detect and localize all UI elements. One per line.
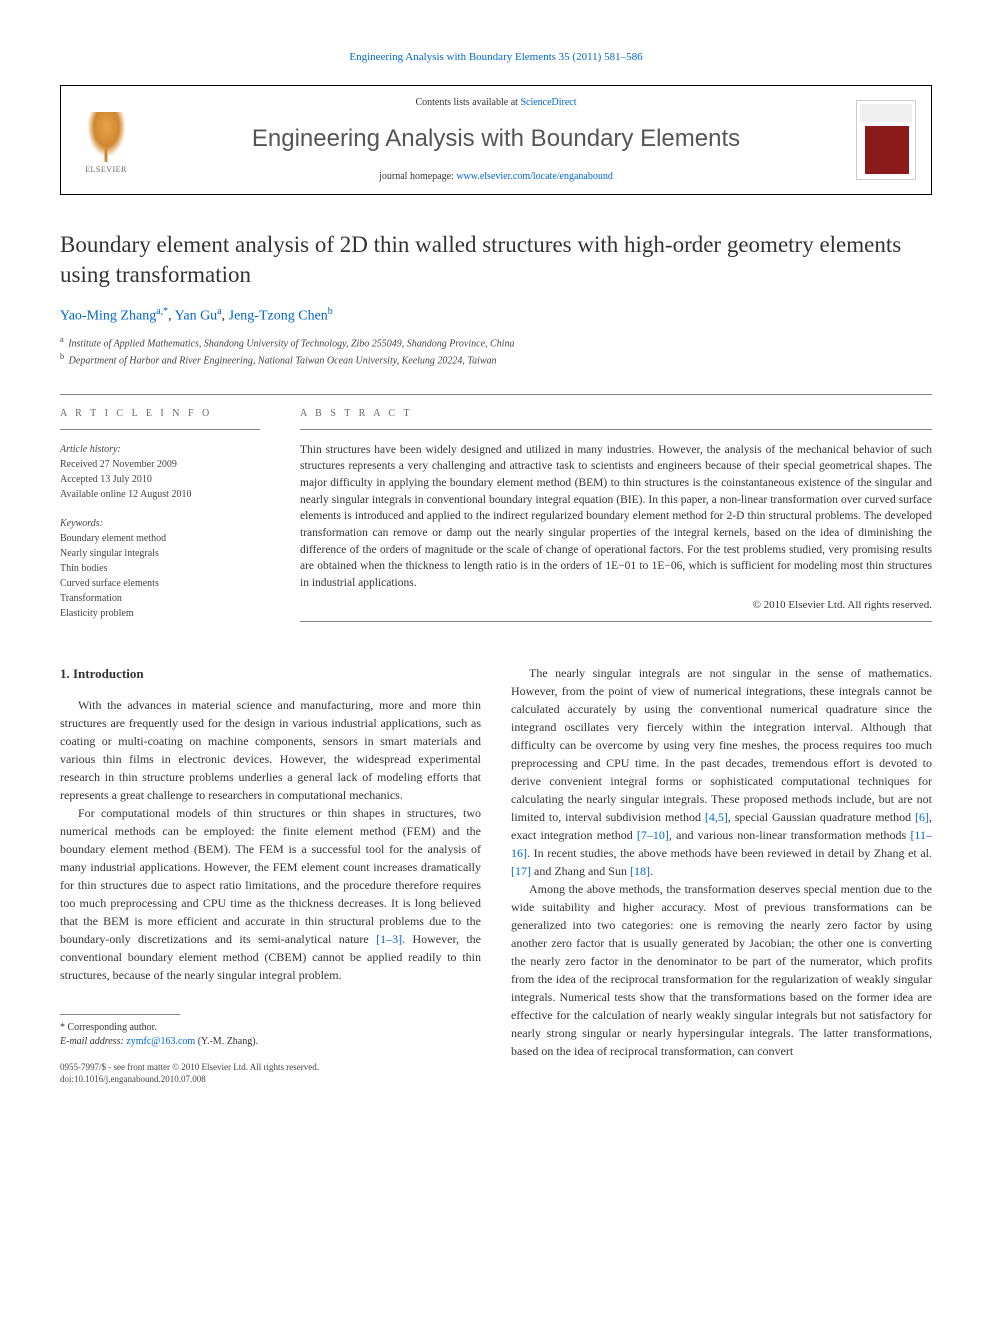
reference-link[interactable]: [18]: [630, 864, 650, 878]
affiliations: a Institute of Applied Mathematics, Shan…: [60, 334, 932, 369]
citation-link[interactable]: Engineering Analysis with Boundary Eleme…: [349, 51, 642, 63]
corresponding-author: * Corresponding author.: [60, 1021, 481, 1035]
corresponding-footnote: * Corresponding author. E-mail address: …: [60, 1021, 481, 1049]
homepage-prefix: journal homepage:: [379, 171, 456, 182]
abstract-block: A B S T R A C T Thin structures have bee…: [300, 407, 932, 634]
contents-line: Contents lists available at ScienceDirec…: [136, 96, 856, 110]
paragraph: With the advances in material science an…: [60, 696, 481, 804]
author-affil-mark: a,*: [156, 306, 168, 317]
paragraph: Among the above methods, the transformat…: [511, 880, 932, 1060]
email-suffix: (Y.-M. Zhang).: [195, 1036, 258, 1047]
publisher-name: ELSEVIER: [85, 164, 127, 175]
divider: [300, 621, 932, 622]
keyword: Boundary element method: [60, 533, 166, 544]
affiliation: b Department of Harbor and River Enginee…: [60, 351, 932, 368]
author-link[interactable]: Jeng-Tzong Chen: [229, 308, 328, 323]
contents-prefix: Contents lists available at: [415, 97, 520, 108]
history-label: Article history:: [60, 444, 121, 455]
history-accepted: Accepted 13 July 2010: [60, 474, 152, 485]
article-history: Article history: Received 27 November 20…: [60, 442, 260, 502]
history-online: Available online 12 August 2010: [60, 489, 191, 500]
divider: [300, 429, 932, 430]
footer-info: 0955-7997/$ - see front matter © 2010 El…: [60, 1061, 481, 1086]
abstract-text: Thin structures have been widely designe…: [300, 442, 932, 592]
intro-heading: 1. Introduction: [60, 664, 481, 684]
divider: [60, 394, 932, 395]
reference-link[interactable]: [1–3]: [376, 932, 402, 946]
elsevier-tree-icon: [84, 112, 129, 162]
body-columns: 1. Introduction With the advances in mat…: [60, 664, 932, 1086]
homepage-link[interactable]: www.elsevier.com/locate/enganabound: [456, 171, 613, 182]
sciencedirect-link[interactable]: ScienceDirect: [520, 97, 576, 108]
publisher-logo: ELSEVIER: [76, 105, 136, 175]
author-link[interactable]: Yan Gu: [175, 308, 218, 323]
right-column: The nearly singular integrals are not si…: [511, 664, 932, 1086]
history-received: Received 27 November 2009: [60, 459, 177, 470]
front-matter: 0955-7997/$ - see front matter © 2010 El…: [60, 1061, 481, 1074]
doi: doi:10.1016/j.enganabound.2010.07.008: [60, 1073, 481, 1086]
email-label: E-mail address:: [60, 1036, 126, 1047]
footnote-separator: [60, 1014, 180, 1015]
reference-link[interactable]: [7–10]: [637, 828, 669, 842]
abstract-copyright: © 2010 Elsevier Ltd. All rights reserved…: [300, 598, 932, 613]
affiliation: a Institute of Applied Mathematics, Shan…: [60, 334, 932, 351]
keywords-label: Keywords:: [60, 518, 103, 529]
email-link[interactable]: zymfc@163.com: [126, 1036, 195, 1047]
keyword: Nearly singular integrals: [60, 548, 159, 559]
reference-link[interactable]: [4,5]: [705, 810, 728, 824]
paragraph: For computational models of thin structu…: [60, 804, 481, 984]
left-column: 1. Introduction With the advances in mat…: [60, 664, 481, 1086]
article-info-label: A R T I C L E I N F O: [60, 407, 260, 421]
keyword: Thin bodies: [60, 563, 108, 574]
author-affil-mark: b: [328, 306, 333, 317]
paragraph: The nearly singular integrals are not si…: [511, 664, 932, 880]
article-title: Boundary element analysis of 2D thin wal…: [60, 230, 932, 290]
divider: [60, 429, 260, 430]
author-affil-mark: a: [217, 306, 221, 317]
author-link[interactable]: Yao-Ming Zhang: [60, 308, 156, 323]
reference-link[interactable]: [17]: [511, 864, 531, 878]
top-citation: Engineering Analysis with Boundary Eleme…: [60, 50, 932, 65]
article-info-block: A R T I C L E I N F O Article history: R…: [60, 407, 260, 634]
keyword: Transformation: [60, 593, 122, 604]
journal-cover-icon: [856, 100, 916, 180]
authors-list: Yao-Ming Zhanga,*, Yan Gua, Jeng-Tzong C…: [60, 305, 932, 326]
reference-link[interactable]: [6]: [915, 810, 929, 824]
abstract-label: A B S T R A C T: [300, 407, 932, 421]
journal-name: Engineering Analysis with Boundary Eleme…: [136, 122, 856, 156]
journal-header: ELSEVIER Contents lists available at Sci…: [60, 85, 932, 195]
keywords-block: Keywords: Boundary element method Nearly…: [60, 516, 260, 621]
keyword: Curved surface elements: [60, 578, 159, 589]
keyword: Elasticity problem: [60, 608, 134, 619]
homepage-line: journal homepage: www.elsevier.com/locat…: [136, 170, 856, 184]
